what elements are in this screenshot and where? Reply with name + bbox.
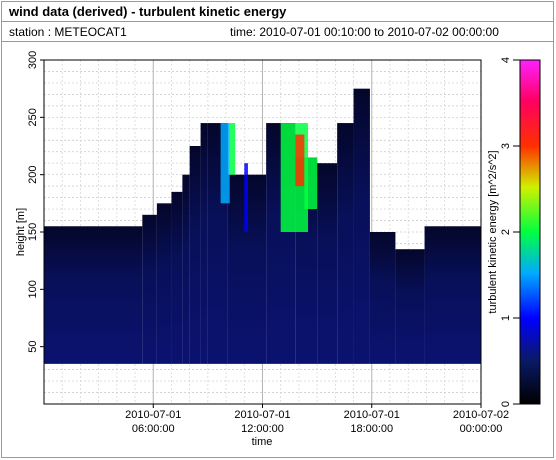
y-axis-label: height [m]	[15, 208, 27, 256]
x-tick-label: 2010-07-01	[344, 409, 400, 421]
x-tick-label: 2010-07-02	[453, 409, 509, 421]
heatmap-column	[200, 123, 208, 364]
heatmap-column	[353, 88, 370, 364]
colorbar-gradient	[519, 59, 541, 405]
x-tick-label: 12:00:00	[241, 423, 284, 435]
x-tick-label: 2010-07-01	[125, 409, 181, 421]
colorbar-tick-label: 2	[500, 229, 512, 235]
heatmap-column	[369, 232, 396, 364]
heatmap-column	[424, 226, 481, 364]
heatmap-column	[171, 191, 183, 364]
heatmap-hotspot	[229, 123, 236, 175]
y-tick-label: 200	[27, 165, 39, 183]
y-tick-label: 250	[27, 108, 39, 126]
heatmap-hotspot	[295, 134, 305, 187]
x-tick-label: 18:00:00	[350, 423, 393, 435]
time-range-label: time: 2010-07-01 00:10:00 to 2010-07-02 …	[230, 25, 499, 39]
chart-title: wind data (derived) - turbulent kinetic …	[2, 2, 553, 22]
colorbar-tick-label: 0	[500, 401, 512, 407]
y-tick-label: 150	[27, 223, 39, 241]
heatmap-hotspot	[304, 157, 318, 210]
x-tick-label: 00:00:00	[460, 423, 503, 435]
heatmap-column	[317, 163, 338, 364]
heatmap-column	[395, 249, 425, 364]
x-tick-label: 2010-07-01	[234, 409, 290, 421]
plot-data	[44, 88, 481, 364]
y-tick-label: 300	[27, 51, 39, 69]
colorbar: 0 1 2 3 4	[500, 57, 541, 407]
heatmap-column	[156, 203, 172, 364]
x-tick-label: 06:00:00	[132, 423, 175, 435]
heatmap-column	[142, 214, 157, 364]
heatmap-column	[44, 226, 143, 364]
colorbar-label: turbulent kinetic energy [m^2/s^2]	[487, 150, 499, 313]
info-bar: station : METEOCAT1 time: 2010-07-01 00:…	[2, 22, 553, 42]
heatmap-hotspot	[244, 163, 248, 232]
plot-axes: 50 100 150 200 250 300 2010-07-01 06:00:00 2010-…	[27, 51, 509, 435]
colorbar-tick-label: 1	[500, 315, 512, 321]
station-label: station : METEOCAT1	[9, 25, 127, 39]
heatmap-hotspot	[220, 123, 230, 204]
x-axis-label: time	[252, 436, 273, 448]
y-tick-label: 100	[27, 280, 39, 298]
colorbar-tick-label: 3	[500, 143, 512, 149]
heatmap-column	[189, 146, 201, 364]
heatmap-column	[182, 174, 190, 364]
colorbar-tick-label: 4	[500, 57, 512, 63]
y-tick-label: 50	[27, 341, 39, 353]
heatmap-column	[337, 123, 354, 364]
